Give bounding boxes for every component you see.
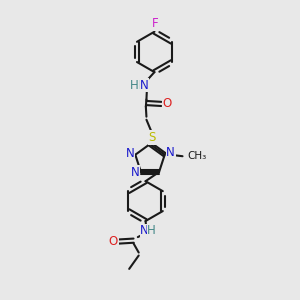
Text: N: N (130, 166, 139, 178)
Text: H: H (147, 224, 156, 237)
Text: F: F (152, 17, 158, 30)
Text: S: S (149, 131, 156, 144)
Text: N: N (140, 79, 149, 92)
Text: N: N (140, 224, 149, 237)
Text: H: H (130, 79, 139, 92)
Text: N: N (126, 147, 134, 160)
Text: O: O (162, 98, 172, 110)
Text: HN: HN (130, 79, 148, 92)
Text: O: O (109, 235, 118, 248)
Text: N: N (166, 146, 175, 160)
Text: CH₃: CH₃ (188, 151, 207, 161)
